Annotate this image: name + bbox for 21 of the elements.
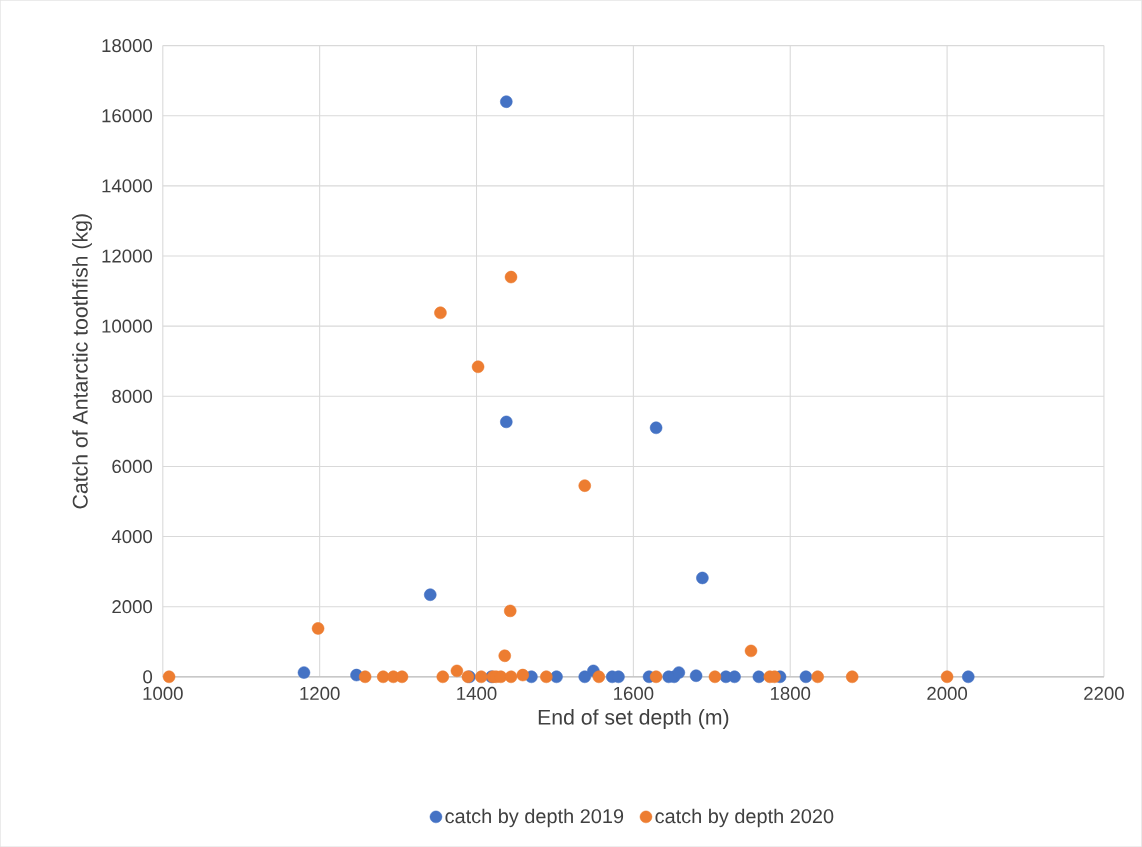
x-tick-label: 1600: [614, 686, 654, 700]
x-tick-label: 1000: [143, 686, 183, 700]
x-tick-label: 2000: [927, 686, 968, 700]
x-tick-label: 1200: [300, 686, 340, 700]
y-tick-label: 0: [143, 670, 153, 684]
x-axis-title: End of set depth (m): [538, 709, 729, 729]
y-tick-label: 16000: [102, 109, 153, 123]
x-tick-label: 1400: [457, 686, 497, 700]
y-tick-label: 6000: [112, 459, 153, 473]
y-tick-label: 12000: [102, 249, 153, 263]
x-tick-label: 2200: [1084, 686, 1124, 700]
y-tick-label: 18000: [102, 38, 153, 53]
legend-label: catch by depth 2020: [655, 808, 834, 828]
y-tick-label: 10000: [102, 319, 153, 333]
x-tick-label: 1800: [770, 686, 811, 700]
legend-label: catch by depth 2019: [445, 808, 624, 828]
y-tick-label: 8000: [112, 389, 153, 403]
y-tick-label: 14000: [102, 179, 153, 193]
y-tick-label: 2000: [112, 600, 153, 614]
y-tick-label: 4000: [111, 529, 153, 544]
y-axis-title: Catch of Antarctic toothfish (kg): [72, 214, 92, 509]
